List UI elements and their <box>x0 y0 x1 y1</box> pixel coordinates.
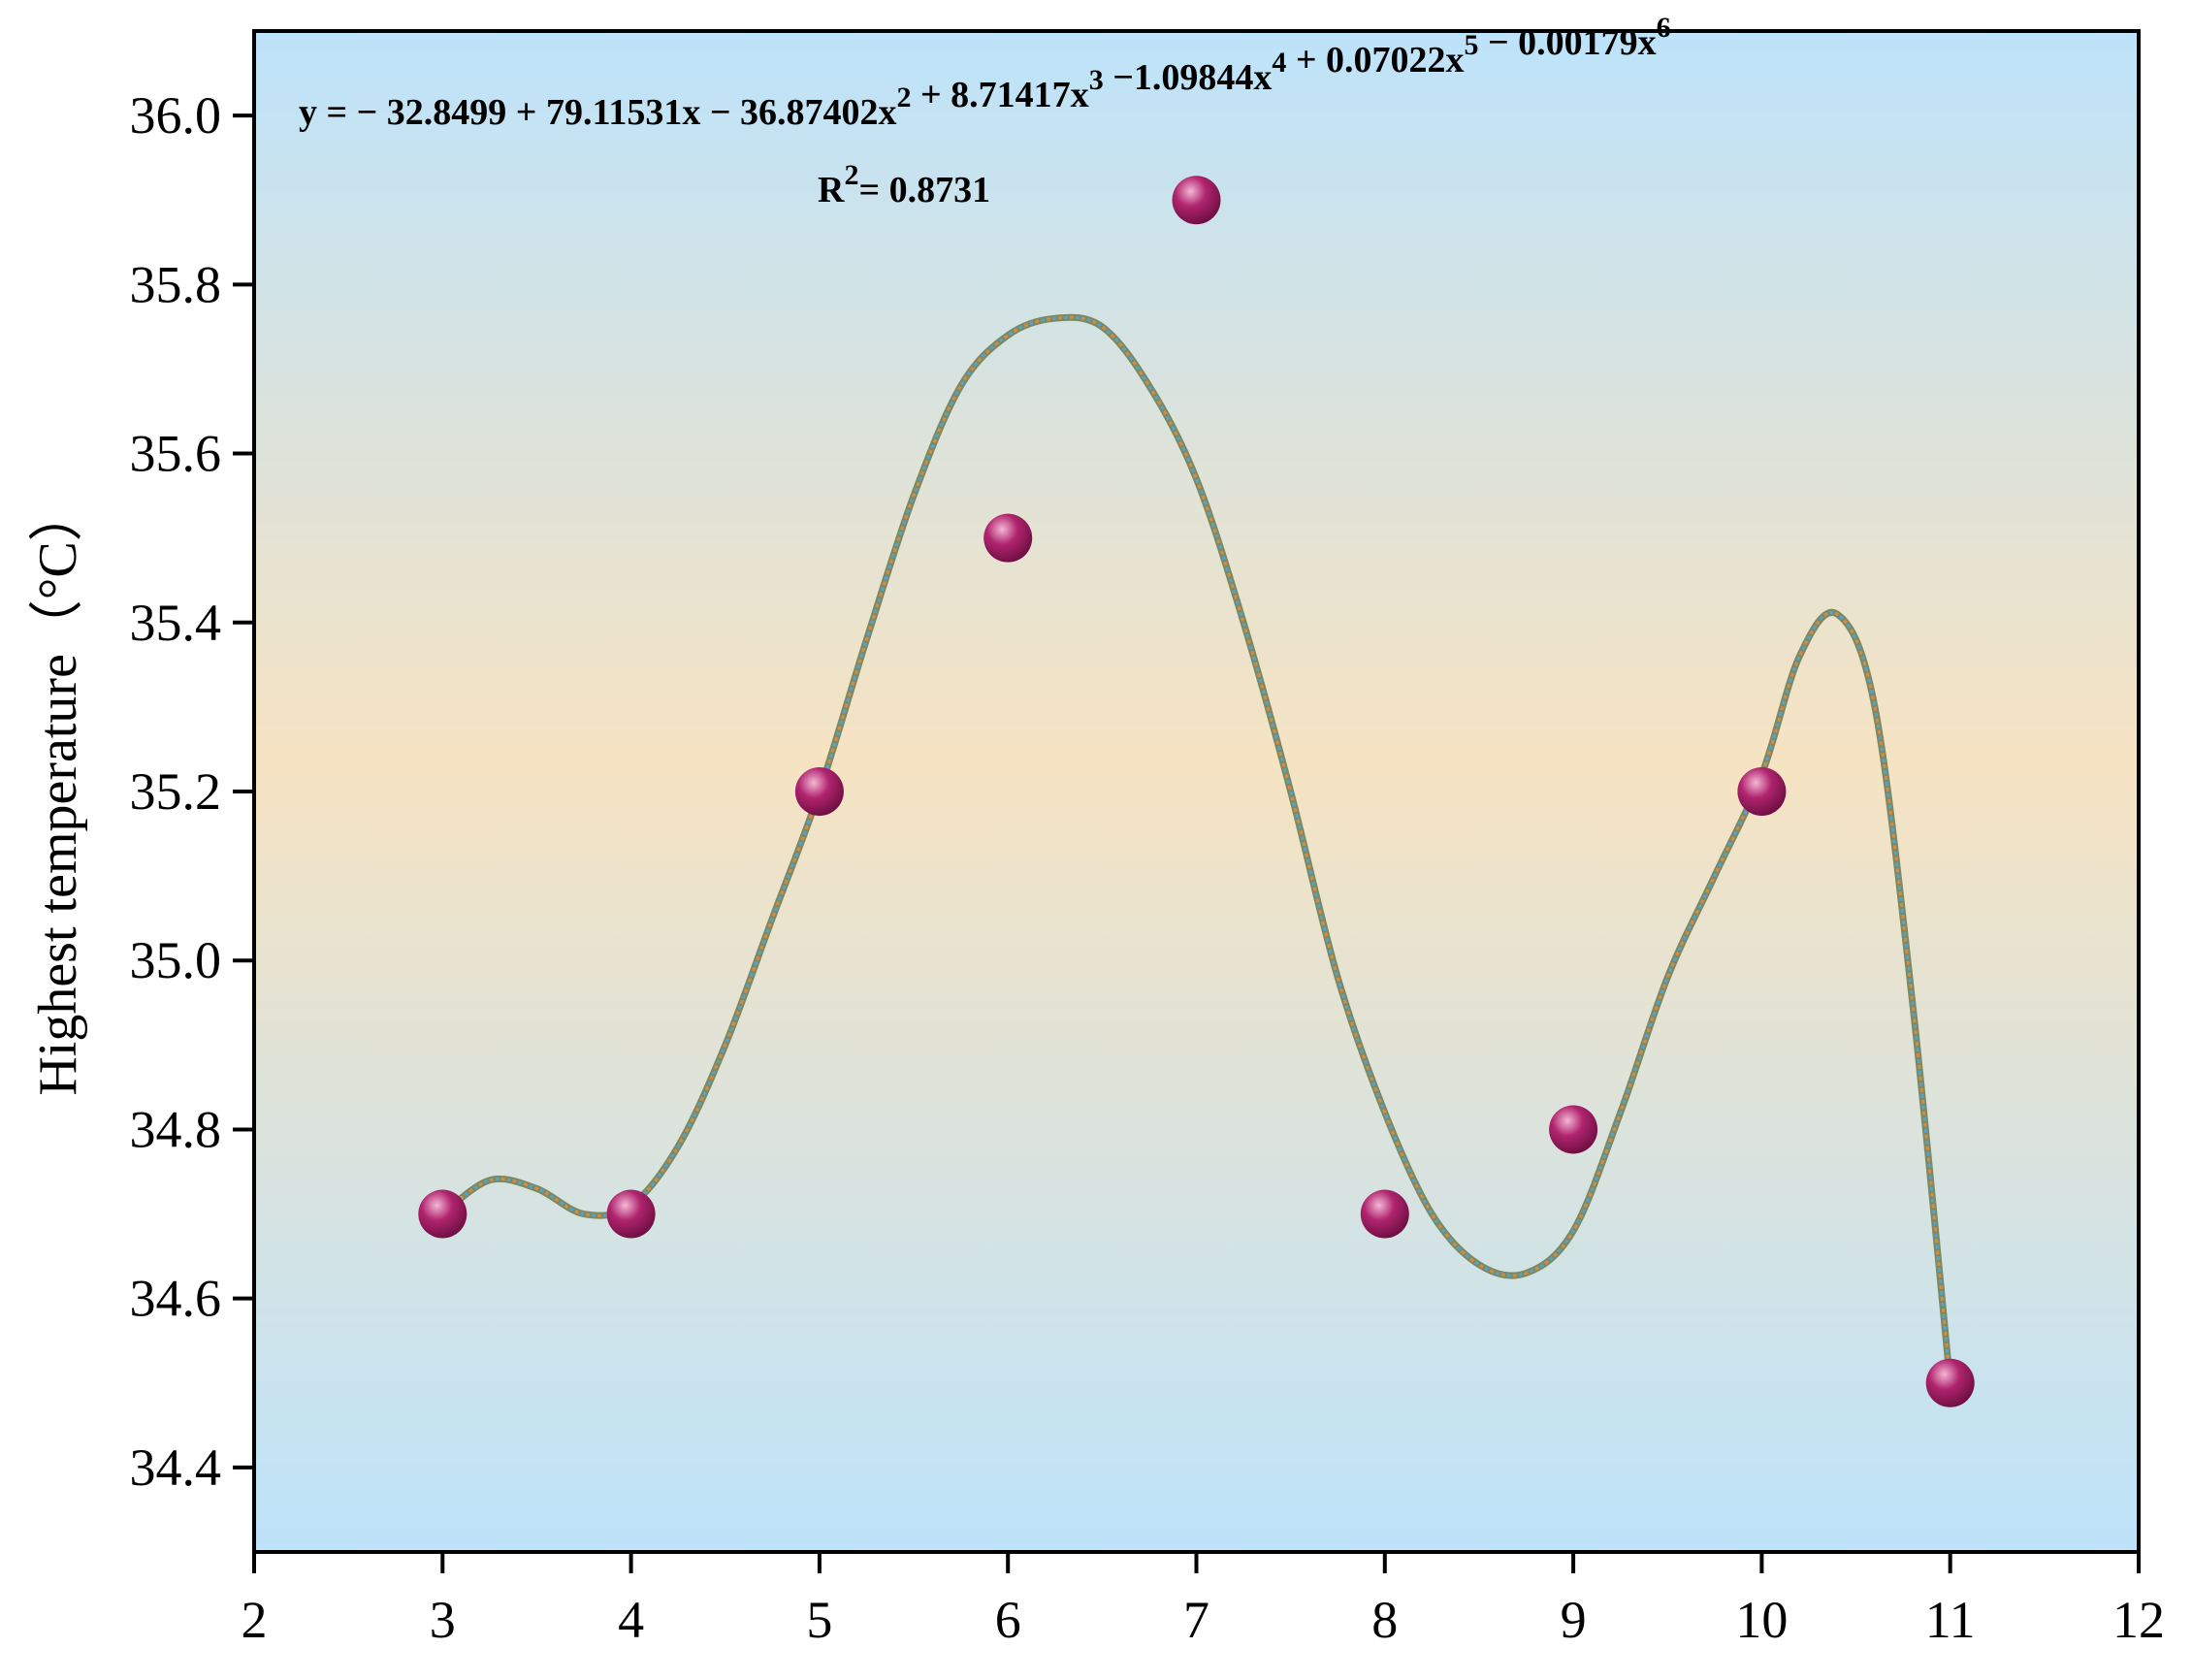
data-point <box>1925 1358 1975 1407</box>
data-points <box>418 176 1975 1407</box>
y-axis-title: Highest temperature（°C） <box>28 487 88 1095</box>
x-tick-label: 9 <box>1561 1591 1587 1649</box>
plot-background <box>254 31 2139 1552</box>
y-tick-label: 35.6 <box>130 425 222 483</box>
equation-exponent: 5 <box>1465 29 1479 61</box>
x-tick-label: 10 <box>1735 1591 1788 1649</box>
equation-term: + 8.71417x <box>912 75 1089 115</box>
y-tick-label: 34.6 <box>130 1270 222 1328</box>
data-point <box>794 767 844 816</box>
data-point <box>1172 176 1221 225</box>
r-squared-label: R2= 0.8731 <box>818 159 990 210</box>
x-tick-label: 5 <box>806 1591 832 1649</box>
data-point <box>418 1189 467 1239</box>
equation-exponent: 4 <box>1272 47 1286 79</box>
y-tick-label: 35.0 <box>130 931 222 989</box>
data-point <box>1549 1105 1598 1154</box>
equation-term: − 0.00179x <box>1479 22 1657 63</box>
equation-exponent: 2 <box>897 81 912 113</box>
y-tick-label: 35.4 <box>130 594 222 652</box>
y-axis: 34.4 34.6 34.8 35.0 35.2 35.4 35.6 35.8 36.0 <box>130 86 254 1497</box>
y-tick-label: 34.8 <box>130 1100 222 1158</box>
x-tick-label: 3 <box>430 1591 456 1649</box>
equation-exponent: 3 <box>1089 64 1104 96</box>
y-tick-label: 34.4 <box>130 1438 222 1497</box>
equation-term: + 0.07022x <box>1286 40 1464 81</box>
y-tick-label: 35.8 <box>130 255 222 313</box>
y-tick-label: 36.0 <box>130 86 222 145</box>
x-tick-label: 7 <box>1183 1591 1209 1649</box>
x-tick-label: 12 <box>2112 1591 2165 1649</box>
equation-term: −1.09844x <box>1104 57 1273 98</box>
fit-curve-layer <box>438 313 1954 1387</box>
x-tick-label: 8 <box>1371 1591 1398 1649</box>
equation-lhs: y <box>299 92 327 133</box>
equation-exponent: 6 <box>1657 12 1671 44</box>
x-axis: 2 3 4 5 6 7 8 9 10 11 12 <box>242 1552 2165 1649</box>
x-tick-label: 2 <box>242 1591 268 1649</box>
data-point <box>1737 767 1787 816</box>
data-point <box>1360 1189 1409 1239</box>
equation-term: = − 32.8499 + 79.11531x − 36.87402x <box>327 92 897 133</box>
x-tick-label: 6 <box>995 1591 1021 1649</box>
y-tick-label: 35.2 <box>130 762 222 821</box>
data-point <box>983 513 1033 563</box>
fit-equation: y = − 32.8499 + 79.11531x − 36.87402x2 +… <box>299 12 1671 133</box>
data-point <box>606 1189 656 1239</box>
fit-curve-dash-a <box>441 315 1952 1383</box>
x-tick-label: 4 <box>618 1591 644 1649</box>
x-tick-label: 11 <box>1925 1591 1976 1649</box>
